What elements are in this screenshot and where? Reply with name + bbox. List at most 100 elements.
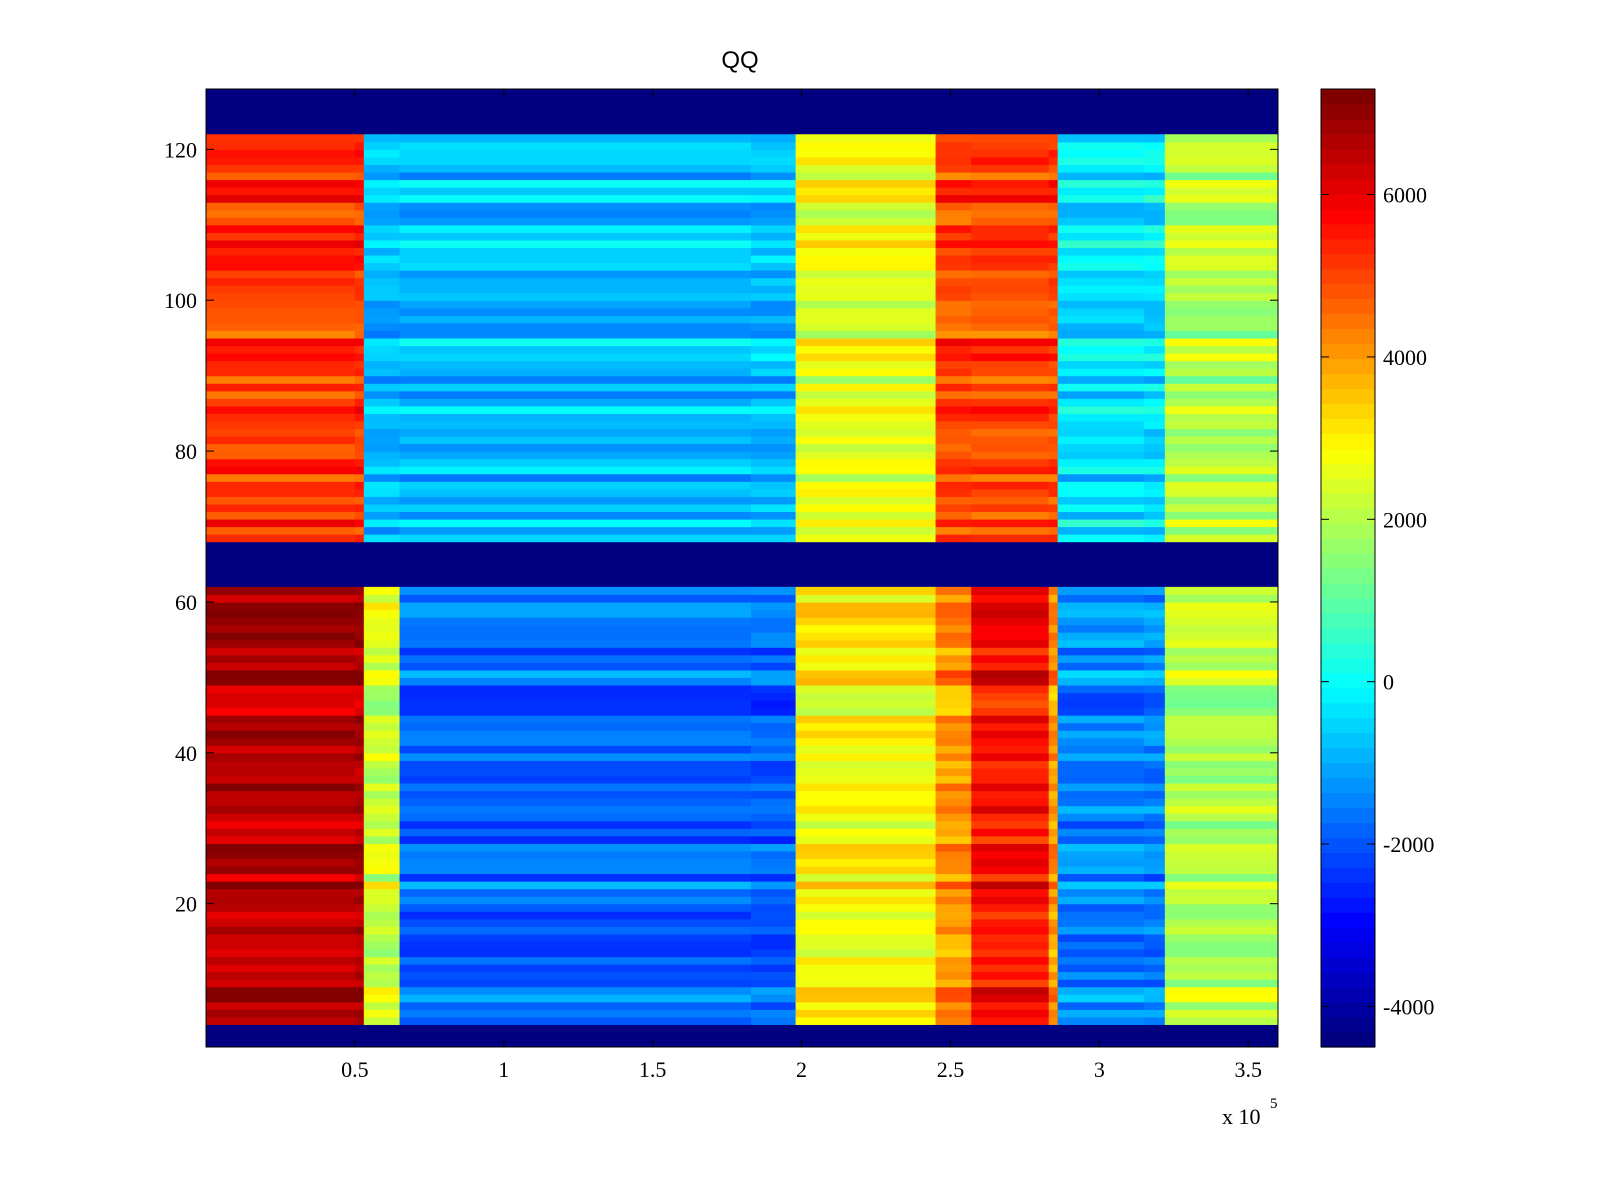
heatmap-cell xyxy=(935,813,972,822)
heatmap-cell xyxy=(1164,353,1279,362)
heatmap-cell xyxy=(795,798,937,807)
heatmap-cell xyxy=(1164,752,1279,761)
heatmap-cell xyxy=(354,986,365,995)
heatmap-cell xyxy=(1057,956,1145,965)
heatmap-cell xyxy=(971,858,1050,867)
heatmap-cell xyxy=(363,647,401,656)
heatmap-cell xyxy=(795,292,937,301)
heatmap-cell xyxy=(935,194,972,203)
heatmap-cell xyxy=(399,435,752,445)
heatmap-cell xyxy=(206,285,356,294)
heatmap-cell xyxy=(795,865,937,875)
heatmap-cell xyxy=(363,473,401,482)
heatmap-cell xyxy=(206,156,356,166)
heatmap-cell xyxy=(399,466,752,475)
heatmap-cell xyxy=(1164,798,1279,807)
heatmap-cell xyxy=(795,873,937,882)
heatmap-cell xyxy=(1144,956,1166,965)
heatmap-cell xyxy=(1048,617,1059,626)
heatmap-cell xyxy=(971,873,1050,882)
heatmap-cell xyxy=(750,217,797,226)
heatmap-cell xyxy=(1048,730,1059,739)
heatmap-cell xyxy=(1144,730,1166,739)
heatmap-cell xyxy=(795,722,937,731)
heatmap-cell xyxy=(795,971,937,980)
heatmap-cell xyxy=(1057,383,1145,392)
heatmap-cell xyxy=(971,315,1050,324)
heatmap-cell xyxy=(795,534,937,543)
heatmap-cell xyxy=(935,292,972,301)
heatmap-cell xyxy=(354,669,365,678)
heatmap-cell xyxy=(1164,632,1279,641)
heatmap-cell xyxy=(399,609,752,618)
heatmap-cell xyxy=(971,503,1050,513)
heatmap-cell xyxy=(206,926,356,935)
heatmap-cell xyxy=(1164,277,1279,286)
heatmap-cell xyxy=(354,1001,365,1010)
heatmap-cell xyxy=(206,692,356,701)
heatmap-cell xyxy=(795,617,937,626)
heatmap-cell xyxy=(363,662,401,671)
heatmap-cell xyxy=(750,865,797,875)
heatmap-cell xyxy=(1057,707,1145,716)
heatmap-cell xyxy=(971,586,1050,595)
heatmap-cell xyxy=(935,805,972,814)
heatmap-cell xyxy=(1164,722,1279,731)
heatmap-cell xyxy=(1144,360,1166,369)
heatmap-cell xyxy=(206,911,356,920)
heatmap-cell xyxy=(206,843,356,852)
heatmap-cell xyxy=(399,428,752,437)
heatmap-cell xyxy=(750,511,797,520)
heatmap-cell xyxy=(399,813,752,822)
heatmap-cell xyxy=(795,466,937,475)
heatmap-cell xyxy=(354,850,365,860)
heatmap-cell xyxy=(750,322,797,331)
heatmap-cell xyxy=(1144,473,1166,482)
heatmap-cell xyxy=(363,451,401,460)
heatmap-cell xyxy=(1144,654,1166,663)
heatmap-cell xyxy=(935,353,972,362)
heatmap-cell xyxy=(935,745,972,754)
heatmap-cell xyxy=(206,292,356,301)
heatmap-cell xyxy=(206,752,356,761)
colorbar-swatch xyxy=(1321,942,1375,958)
heatmap-cell xyxy=(971,617,1050,626)
heatmap-cell xyxy=(935,209,972,218)
heatmap-cell xyxy=(1048,353,1059,362)
heatmap-cell xyxy=(399,292,752,301)
heatmap-cell xyxy=(971,383,1050,392)
heatmap-cell xyxy=(795,639,937,648)
heatmap-cell xyxy=(206,767,356,777)
heatmap-cell xyxy=(206,964,356,973)
heatmap-cell xyxy=(354,971,365,980)
heatmap-cell xyxy=(363,518,401,528)
heatmap-cell xyxy=(1144,843,1166,852)
heatmap-cell xyxy=(795,850,937,860)
heatmap-cell xyxy=(971,843,1050,852)
heatmap-cell xyxy=(1057,994,1145,1003)
heatmap-cell xyxy=(363,684,401,694)
heatmap-cell xyxy=(363,375,401,384)
heatmap-cell xyxy=(1048,390,1059,399)
colorbar-swatch xyxy=(1321,612,1375,629)
heatmap-cell xyxy=(935,285,972,294)
heatmap-cell xyxy=(1048,654,1059,663)
heatmap-cell xyxy=(795,496,937,505)
heatmap-cell xyxy=(363,752,401,761)
heatmap-cell xyxy=(206,134,356,143)
heatmap-cell xyxy=(363,941,401,950)
heatmap-cell xyxy=(795,247,937,256)
heatmap-cell xyxy=(750,473,797,482)
heatmap-cell xyxy=(1057,964,1145,973)
heatmap-cell xyxy=(1048,330,1059,339)
heatmap-cell xyxy=(1144,601,1166,611)
heatmap-cell xyxy=(1144,647,1166,656)
heatmap-cell xyxy=(935,948,972,958)
heatmap-cell xyxy=(750,601,797,611)
heatmap-cell xyxy=(935,692,972,701)
heatmap-cell xyxy=(1048,760,1059,769)
heatmap-cell xyxy=(206,277,356,286)
heatmap-cell xyxy=(935,594,972,603)
heatmap-cell xyxy=(795,737,937,746)
heatmap-cell xyxy=(399,232,752,241)
